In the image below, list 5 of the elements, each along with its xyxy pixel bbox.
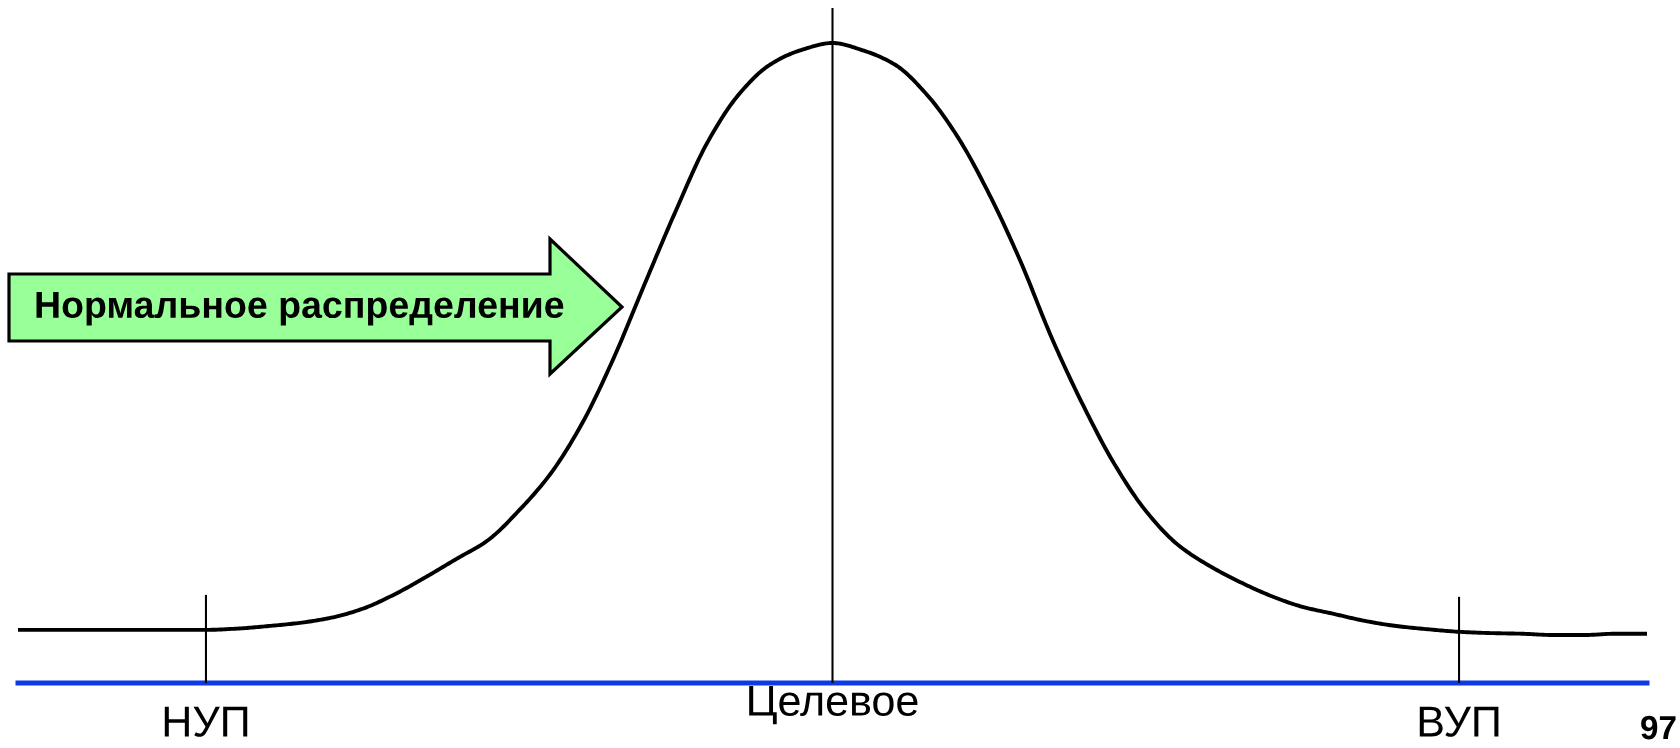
annotation: Нормальное распределение: [36, 291, 564, 326]
text: 97: [1641, 715, 1676, 740]
x-tick-label: ВУП: [1419, 706, 1499, 737]
x-tick-label: НУП: [164, 706, 248, 737]
x-tick-label: Целевое: [749, 685, 918, 725]
